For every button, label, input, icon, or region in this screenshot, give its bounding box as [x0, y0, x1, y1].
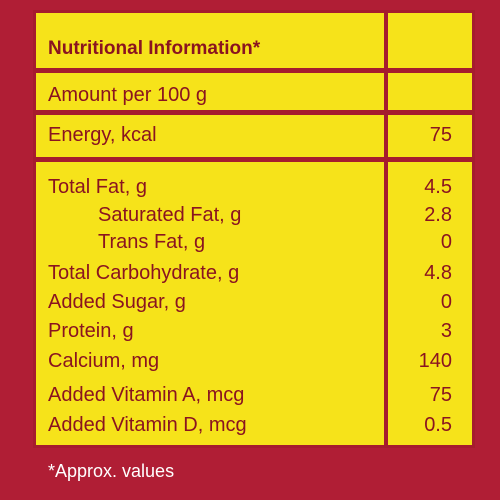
nutrient-label-trans-fat: Trans Fat, g — [98, 231, 206, 253]
nutrient-value-total-fat: 4.5 — [424, 176, 452, 198]
nutrient-value-calcium: 140 — [418, 350, 452, 372]
nutrient-label-vitamin-a: Added Vitamin A, mcg — [48, 384, 245, 406]
nutrient-label-vitamin-d: Added Vitamin D, mcg — [48, 414, 247, 436]
energy-value: 75 — [429, 124, 452, 146]
nutrient-value-trans-fat: 0 — [440, 231, 452, 253]
nutrient-value-saturated-fat: 2.8 — [424, 204, 452, 226]
basis-label: Amount per 100 g — [48, 84, 207, 106]
table-title: Nutritional Information* — [48, 38, 261, 59]
nutrient-label-protein: Protein, g — [48, 320, 134, 342]
nutrition-table — [33, 10, 475, 448]
nutrient-label-carbohydrate: Total Carbohydrate, g — [48, 262, 240, 284]
column-divider — [384, 10, 388, 448]
nutrient-value-carbohydrate: 4.8 — [424, 262, 452, 284]
nutrient-label-added-sugar: Added Sugar, g — [48, 291, 186, 313]
row-divider — [33, 157, 475, 162]
footnote: *Approx. values — [48, 461, 175, 481]
nutrient-value-vitamin-d: 0.5 — [424, 414, 452, 436]
row-divider — [33, 68, 475, 73]
nutrient-value-added-sugar: 0 — [440, 291, 452, 313]
nutrient-label-total-fat: Total Fat, g — [48, 176, 147, 198]
nutrient-label-calcium: Calcium, mg — [48, 350, 160, 372]
row-divider — [33, 110, 475, 115]
energy-label: Energy, kcal — [48, 124, 157, 146]
nutrient-value-vitamin-a: 75 — [429, 384, 452, 406]
nutrient-value-protein: 3 — [440, 320, 452, 342]
nutrient-label-saturated-fat: Saturated Fat, g — [98, 204, 242, 226]
